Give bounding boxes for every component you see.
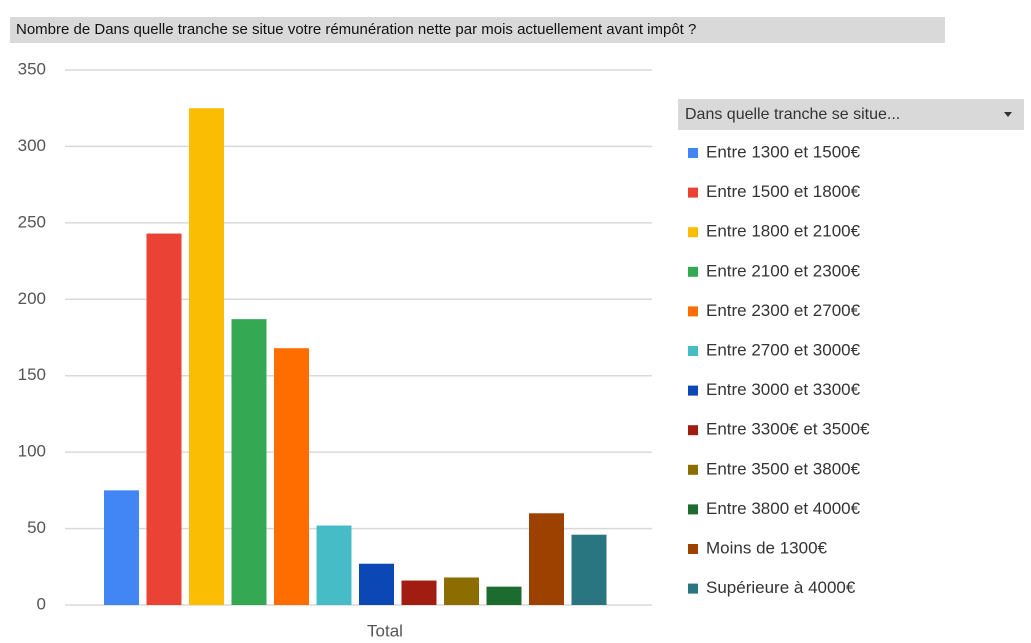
legend-swatch xyxy=(688,464,698,475)
legend-swatch xyxy=(688,346,698,356)
legend-label: Entre 3000 et 3300€ xyxy=(706,380,861,399)
legend-label: Entre 1500 et 1800€ xyxy=(706,182,861,201)
bar xyxy=(104,490,139,605)
bar xyxy=(571,534,607,605)
y-tick-label: 250 xyxy=(18,212,46,231)
legend-swatch xyxy=(688,504,698,515)
bar xyxy=(316,525,352,605)
legend-header-box[interactable] xyxy=(678,99,1024,130)
legend-swatch xyxy=(688,187,698,198)
legend-label: Entre 1800 et 2100€ xyxy=(706,222,861,241)
legend-label: Entre 3300€ et 3500€ xyxy=(706,420,870,439)
legend-label: Supérieure à 4000€ xyxy=(706,578,856,597)
legend-label: Moins de 1300€ xyxy=(706,538,828,557)
y-tick-label: 0 xyxy=(37,594,46,613)
dropdown-arrow[interactable] xyxy=(1004,112,1012,117)
legend-label: Entre 3800 et 4000€ xyxy=(706,499,861,518)
legend-swatch xyxy=(688,148,698,158)
chart-title: Nombre de Dans quelle tranche se situe v… xyxy=(16,21,696,38)
legend-label: Entre 2700 et 3000€ xyxy=(706,340,861,359)
bar xyxy=(444,577,479,605)
legend-swatch xyxy=(688,544,698,554)
legend-swatch xyxy=(688,425,698,436)
y-tick-label: 100 xyxy=(18,442,46,461)
bar xyxy=(359,563,394,605)
legend-label: Entre 2300 et 2700€ xyxy=(706,301,861,320)
y-tick-label: 150 xyxy=(18,365,46,384)
bar xyxy=(274,348,309,605)
x-tick-label: Total xyxy=(367,621,403,640)
legend-swatch xyxy=(688,266,698,277)
bar xyxy=(486,586,522,605)
bar xyxy=(189,108,224,605)
legend-swatch xyxy=(688,385,698,396)
legend-label: Entre 1300 et 1500€ xyxy=(706,142,861,161)
legend-title[interactable]: Dans quelle tranche se situe... xyxy=(685,106,900,123)
legend-swatch xyxy=(688,227,698,238)
y-tick-label: 50 xyxy=(27,518,46,537)
legend-swatch xyxy=(688,583,698,594)
bar xyxy=(146,233,182,606)
legend-swatch xyxy=(688,306,698,317)
legend-header[interactable]: Dans quelle tranche se situe... xyxy=(678,99,1024,130)
title-box xyxy=(10,17,945,43)
y-tick-label: 200 xyxy=(18,289,46,308)
y-tick-label: 350 xyxy=(18,59,46,78)
bar xyxy=(529,513,564,605)
bar xyxy=(401,580,437,605)
y-tick-label: 300 xyxy=(18,136,46,155)
bar xyxy=(231,319,267,605)
legend-label: Entre 3500 et 3800€ xyxy=(706,459,861,478)
legend-label: Entre 2100 et 2300€ xyxy=(706,261,861,280)
